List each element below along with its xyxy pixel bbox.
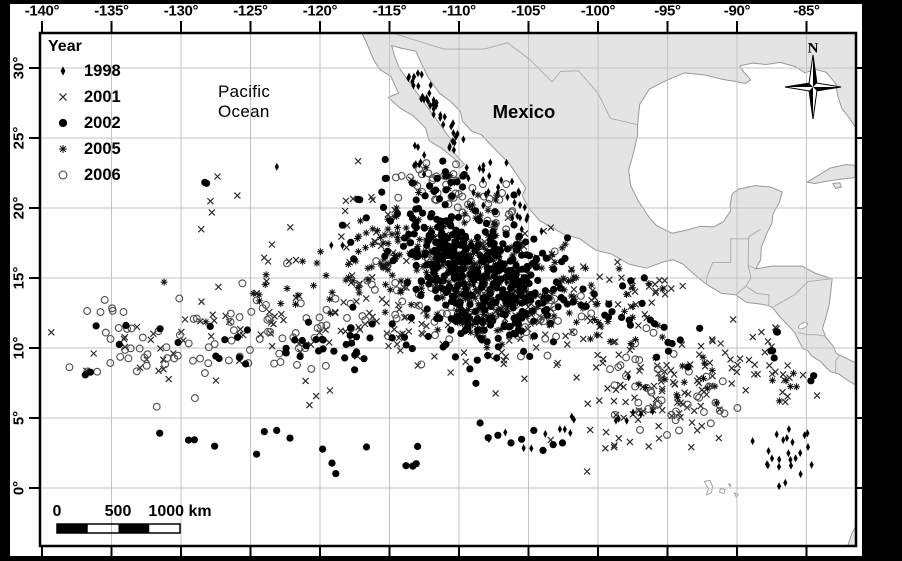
lon-axis-label: -95°: [654, 2, 681, 20]
pacific-ocean-label-line1: Pacific: [218, 82, 271, 101]
map-layers: [40, 33, 856, 546]
legend-title: Year: [48, 38, 82, 55]
lon-axis-label: -135°: [94, 2, 129, 20]
country-borders-layer: [368, 33, 841, 373]
series-1998: [274, 69, 814, 491]
legend-item-2002: 2002: [46, 110, 121, 136]
cross-marker-icon: [46, 88, 80, 106]
lat-axis-label: 10°: [10, 336, 28, 360]
pacific-ocean-label-line2: Ocean: [218, 102, 270, 121]
legend-item-2001: 2001: [46, 84, 121, 110]
lat-axis-label: 0°: [10, 480, 28, 496]
series-2002: [81, 155, 818, 478]
lon-axis-label: -125°: [233, 2, 268, 20]
legend: Year 1998 2001 2002 2005 2006: [46, 36, 121, 188]
lat-axis-label: 5°: [10, 410, 28, 426]
scale-label-500: 500: [104, 503, 132, 520]
legend-item-label: 2005: [84, 139, 121, 158]
legend-item-2006: 2006: [46, 162, 121, 188]
scale-label-1000: 1000 km: [148, 503, 212, 520]
diamond-marker-icon: [46, 62, 80, 80]
lon-axis-label: -105°: [511, 2, 546, 20]
lon-axis-label: -85°: [793, 2, 820, 20]
compass-north-label: N: [807, 40, 819, 57]
asterisk-marker-icon: [46, 140, 80, 158]
compass-rose-icon: [784, 54, 842, 120]
land-layer: [361, 33, 856, 546]
lon-axis-label: -115°: [372, 2, 407, 20]
lat-axis-label: 25°: [10, 126, 28, 150]
open-circle-marker-icon: [46, 166, 80, 184]
lon-axis-label: -100°: [580, 2, 616, 20]
lat-axis-label: 30°: [10, 56, 28, 80]
lon-axis-label: -140°: [24, 2, 60, 20]
map-frame: [38, 31, 858, 548]
lat-axis-label: 20°: [10, 196, 28, 220]
axis-ticks: [29, 21, 864, 557]
legend-item-2005: 2005: [46, 136, 121, 162]
legend-item-1998: 1998: [46, 58, 121, 84]
legend-item-label: 1998: [84, 61, 121, 80]
mexico-label: Mexico: [492, 101, 556, 122]
lat-axis-label: 15°: [10, 266, 28, 290]
legend-item-label: 2001: [84, 87, 121, 106]
lon-axis-label: -110°: [442, 2, 476, 20]
scale-bar: [56, 523, 181, 534]
filled-circle-marker-icon: [46, 114, 80, 132]
lon-axis-label: -90°: [723, 2, 751, 20]
scale-label-0: 0: [52, 503, 62, 520]
legend-item-label: 2006: [84, 165, 121, 184]
lon-axis-label: -120°: [302, 2, 338, 20]
lon-axis-label: -130°: [163, 2, 199, 20]
legend-item-label: 2002: [84, 113, 121, 132]
